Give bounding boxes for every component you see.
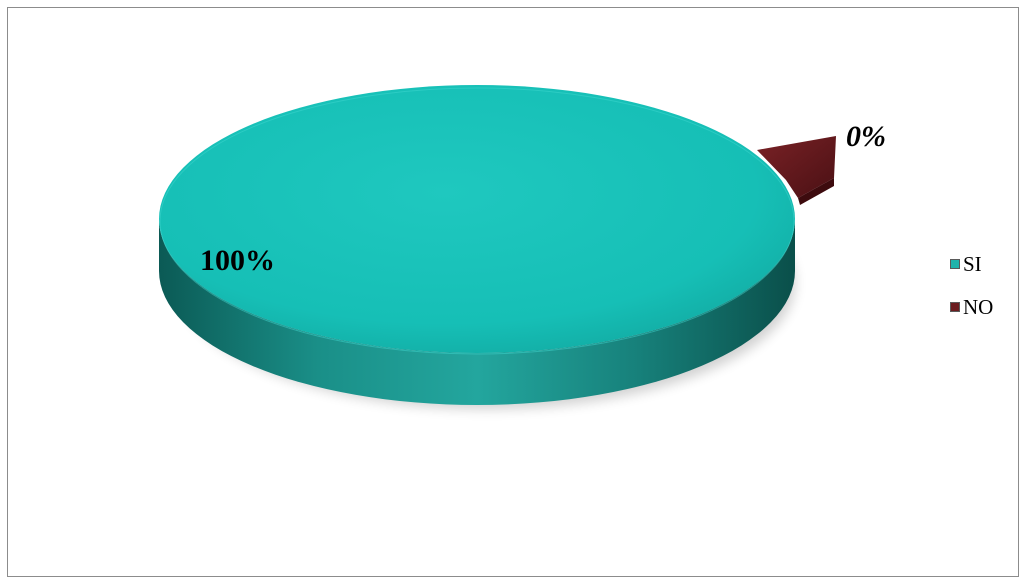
pie-rim — [159, 87, 795, 355]
legend-label-no: NO — [963, 295, 994, 319]
legend-swatch-no — [950, 302, 960, 312]
pie-slice-no-side — [798, 178, 834, 205]
legend-item-si: SI — [950, 253, 993, 275]
legend: SI NO — [950, 253, 993, 339]
pie-slice-si-side — [159, 219, 795, 405]
data-label-no: 0% — [846, 120, 886, 153]
data-label-si: 100% — [200, 244, 275, 277]
pie-slice-si — [159, 85, 795, 353]
legend-item-no: NO — [950, 296, 993, 318]
legend-swatch-si — [950, 259, 960, 269]
pie-slice-no — [757, 136, 836, 198]
legend-label-si: SI — [963, 252, 982, 276]
